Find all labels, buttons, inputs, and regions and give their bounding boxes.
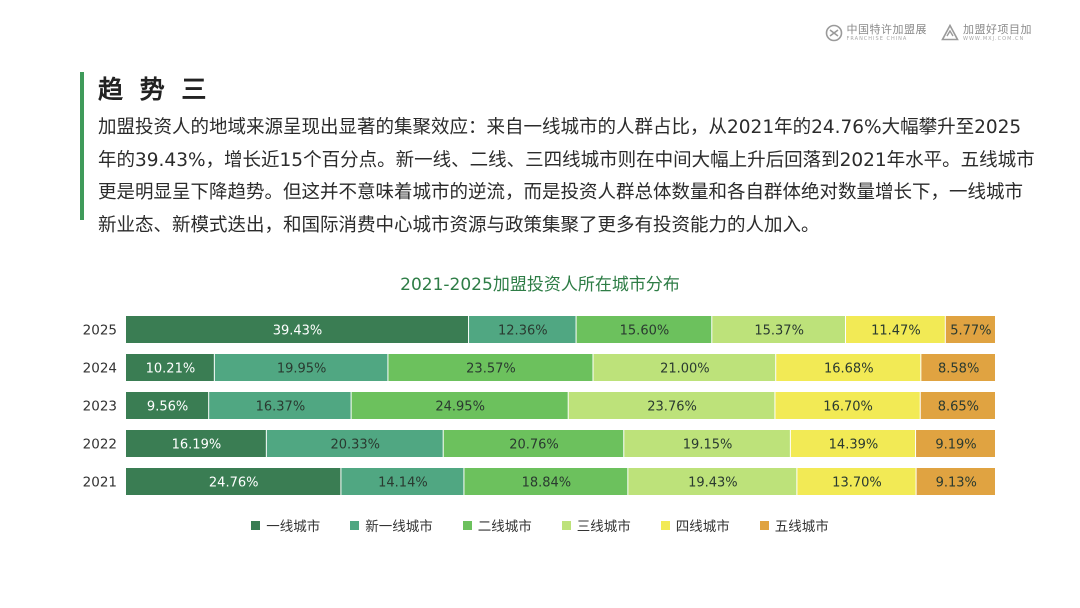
legend-swatch: [251, 520, 261, 530]
data-label-2025-series-4: 11.47%: [871, 324, 921, 339]
legend-label: 四线城市: [675, 519, 730, 535]
data-label-2023-series-2: 24.95%: [435, 400, 485, 415]
data-label-2023-series-5: 8.65%: [938, 400, 979, 415]
data-label-2022-series-4: 14.39%: [829, 438, 879, 453]
bar-2023-series-1: [209, 392, 351, 419]
header-logos: 中国特许加盟展 FRANCHISE CHINA 加盟好项目加 WWW.MXJ.C…: [825, 24, 1033, 42]
data-label-2022-series-3: 19.15%: [683, 438, 733, 453]
franchise-china-logo-icon: [825, 24, 842, 42]
legend-label: 新一线城市: [365, 519, 433, 535]
legend-item-4: 四线城市: [660, 515, 730, 535]
y-tick-label-2022: 2022: [83, 437, 117, 453]
data-label-2023-series-3: 23.76%: [647, 400, 697, 415]
logo1-text: 中国特许加盟展: [846, 23, 927, 36]
bar-2024-series-4: [776, 354, 921, 381]
legend-label: 三线城市: [576, 519, 631, 535]
chart-title: 2021-2025加盟投资人所在城市分布: [400, 275, 680, 295]
bar-2024-series-3: [593, 354, 776, 381]
y-tick-label-2024: 2024: [83, 361, 117, 377]
bar-2021-series-3: [628, 468, 797, 495]
bar-2023-series-4: [775, 392, 920, 419]
chart-legend: 一线城市 新一线城市 二线城市 三线城市 四线城市 五线城市: [0, 515, 1080, 535]
data-label-2021-series-0: 24.76%: [209, 476, 259, 491]
bar-2024-series-1: [214, 354, 388, 381]
legend-item-3: 三线城市: [561, 515, 631, 535]
data-label-2024-series-5: 8.58%: [938, 362, 979, 377]
logo2-text: 加盟好项目加: [963, 23, 1032, 36]
data-label-2025-series-5: 5.77%: [950, 324, 991, 339]
data-label-2024-series-3: 21.00%: [660, 362, 710, 377]
data-label-2023-series-0: 9.56%: [147, 400, 188, 415]
bar-2022-series-0: [126, 430, 266, 457]
data-label-2021-series-2: 18.84%: [522, 476, 572, 491]
data-label-2022-series-1: 20.33%: [330, 438, 380, 453]
legend-item-2: 二线城市: [462, 515, 532, 535]
data-label-2022-series-2: 20.76%: [509, 438, 559, 453]
bar-2021-series-2: [464, 468, 628, 495]
data-label-2022-series-5: 9.19%: [935, 438, 976, 453]
bar-2024-series-2: [388, 354, 593, 381]
data-label-2025-series-3: 15.37%: [754, 324, 804, 339]
legend-swatch: [350, 520, 360, 530]
data-label-2021-series-5: 9.13%: [936, 476, 977, 491]
section-paragraph: 加盟投资人的地域来源呈现出显著的集聚效应：来自一线城市的人群占比，从2021年的…: [98, 117, 1035, 236]
bar-2024-series-0: [126, 354, 214, 381]
data-label-2022-series-0: 16.19%: [172, 438, 222, 453]
bar-2022-series-4: [790, 430, 916, 457]
legend-swatch: [660, 520, 670, 530]
data-label-2025-series-2: 15.60%: [620, 324, 670, 339]
data-label-2021-series-1: 14.14%: [378, 476, 428, 491]
bar-2023-series-0: [126, 392, 209, 419]
bar-2023-series-5: [920, 392, 995, 419]
legend-label: 五线城市: [774, 519, 829, 535]
data-label-2024-series-0: 10.21%: [146, 362, 196, 377]
logo1-subtext: FRANCHISE CHINA: [846, 36, 908, 42]
bar-2023-series-3: [568, 392, 775, 419]
y-tick-label-2021: 2021: [83, 475, 117, 491]
bar-2025-series-1: [469, 316, 576, 343]
legend-item-0: 一线城市: [251, 515, 320, 535]
legend-swatch: [462, 520, 472, 530]
data-label-2023-series-4: 16.70%: [823, 400, 873, 415]
logo2-subtext: WWW.MXJ.COM.CN: [963, 36, 1025, 42]
stacked-bar-chart: 2025 39.43% 12.36% 15.60% 15.37% 11.47% 5.77% 2…: [83, 316, 995, 495]
franchise-china-logo: 中国特许加盟展 FRANCHISE CHINA: [825, 24, 928, 42]
bar-2023-series-2: [351, 392, 568, 419]
bar-2025-series-3: [712, 316, 846, 343]
bar-2025-series-0: [126, 316, 469, 343]
legend-swatch: [759, 520, 769, 530]
mxj-logo-icon: [941, 24, 959, 41]
bar-2025-series-2: [576, 316, 712, 343]
section-title: 趋 势 三: [98, 75, 211, 104]
legend-label: 一线城市: [266, 519, 321, 535]
data-label-2024-series-2: 23.57%: [466, 362, 516, 377]
legend-label: 二线城市: [477, 519, 532, 535]
data-label-2024-series-4: 16.68%: [824, 362, 874, 377]
bar-2022-series-2: [443, 430, 624, 457]
y-tick-label-2025: 2025: [83, 323, 117, 339]
bar-2022-series-5: [916, 430, 995, 457]
legend-item-5: 五线城市: [759, 515, 829, 535]
bar-2022-series-3: [624, 430, 790, 457]
data-label-2025-series-1: 12.36%: [498, 324, 548, 339]
data-label-2021-series-3: 19.43%: [688, 476, 738, 491]
legend-item-1: 新一线城市: [350, 515, 433, 535]
data-label-2021-series-4: 13.70%: [832, 476, 882, 491]
data-label-2024-series-1: 19.95%: [277, 362, 327, 377]
bar-2022-series-1: [266, 430, 443, 457]
bar-2021-series-0: [126, 468, 341, 495]
y-tick-label-2023: 2023: [83, 399, 117, 415]
legend-swatch: [561, 520, 571, 530]
bar-2021-series-4: [797, 468, 916, 495]
section-accent-bar: [80, 72, 84, 220]
data-label-2023-series-1: 16.37%: [256, 400, 306, 415]
bar-2024-series-5: [921, 354, 995, 381]
mxj-logo: 加盟好项目加 WWW.MXJ.COM.CN: [941, 24, 1032, 42]
bar-2021-series-5: [916, 468, 995, 495]
bar-2021-series-1: [341, 468, 464, 495]
bar-2025-series-4: [846, 316, 945, 343]
bar-2025-series-5: [945, 316, 995, 343]
data-label-2025-series-0: 39.43%: [273, 324, 323, 339]
